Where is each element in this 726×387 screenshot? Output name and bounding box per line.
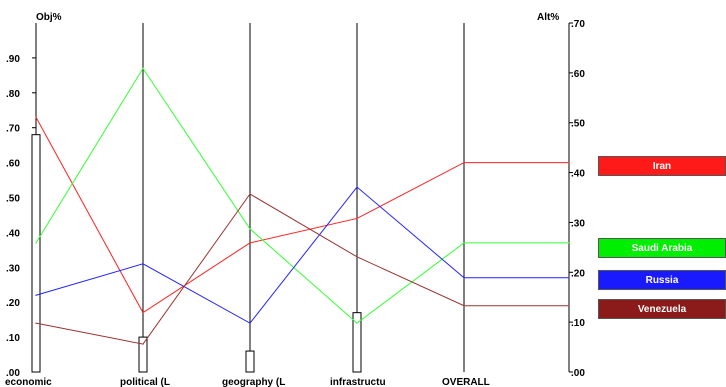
left-tick-label: .70 bbox=[6, 124, 20, 135]
legend-venezuela[interactable]: Venezuela bbox=[598, 299, 726, 319]
series-point bbox=[35, 116, 37, 118]
legend-russia[interactable]: Russia bbox=[598, 270, 726, 290]
left-tick-label: .40 bbox=[6, 228, 20, 239]
series-point bbox=[249, 193, 251, 195]
weight-bar-2 bbox=[138, 336, 148, 373]
right-tick-label: .70 bbox=[571, 19, 585, 30]
legend-iran[interactable]: Iran bbox=[598, 156, 726, 176]
category-label-4: infrastructu bbox=[330, 377, 386, 387]
right-tick-label: .30 bbox=[571, 218, 585, 229]
series-point bbox=[568, 305, 570, 307]
series-point bbox=[356, 256, 358, 258]
left-tick-label: .60 bbox=[6, 159, 20, 170]
left-tick-label: .20 bbox=[6, 298, 20, 309]
weight-bar-4 bbox=[352, 312, 362, 373]
series-line-iran bbox=[35, 116, 569, 314]
series-point bbox=[142, 67, 144, 69]
left-tick-label: .00 bbox=[6, 368, 20, 379]
weight-bar-1 bbox=[31, 134, 41, 373]
series-point bbox=[568, 242, 570, 244]
right-tick-label: .50 bbox=[571, 119, 585, 130]
right-tick-label: .20 bbox=[571, 268, 585, 279]
left-tick-label: .50 bbox=[6, 194, 20, 205]
left-tick-label: .80 bbox=[6, 89, 20, 100]
left-tick-label: .90 bbox=[6, 54, 20, 65]
left-tick-label: .10 bbox=[6, 333, 20, 344]
right-tick-label: .00 bbox=[571, 368, 585, 379]
series-line-venezuela bbox=[35, 193, 569, 345]
series-point bbox=[249, 322, 251, 324]
left-tick-label: .30 bbox=[6, 263, 20, 274]
series-point bbox=[35, 294, 37, 296]
right-axis-title: Alt% bbox=[537, 12, 559, 23]
series-point bbox=[35, 242, 37, 244]
category-label-2: political (L bbox=[120, 377, 170, 387]
category-label-3: geography (L bbox=[222, 377, 285, 387]
right-tick-label: .60 bbox=[571, 69, 585, 80]
series-point bbox=[463, 305, 465, 307]
series-point bbox=[249, 228, 251, 230]
legend-saudi-arabia[interactable]: Saudi Arabia bbox=[598, 238, 726, 258]
category-label-5: OVERALL bbox=[442, 377, 490, 387]
series-point bbox=[356, 322, 358, 324]
series-point bbox=[356, 186, 358, 188]
series-line-saudi-arabia bbox=[35, 67, 569, 324]
series-point bbox=[356, 217, 358, 220]
right-tick-label: .10 bbox=[571, 318, 585, 329]
series-point bbox=[568, 277, 570, 279]
series-line-russia bbox=[35, 186, 569, 324]
legend-iran-label: Iran bbox=[652, 160, 672, 172]
legend-russia-label: Russia bbox=[645, 274, 679, 286]
legend-venezuela-label: Venezuela bbox=[637, 303, 687, 315]
series-point bbox=[463, 277, 465, 279]
right-tick-label: .40 bbox=[571, 169, 585, 180]
legend-saudi-arabia-label: Saudi Arabia bbox=[631, 242, 693, 254]
series-point bbox=[142, 312, 144, 314]
series-point bbox=[35, 322, 37, 324]
series-point bbox=[142, 263, 144, 265]
category-label-1: economic bbox=[5, 377, 52, 387]
series-point bbox=[142, 343, 144, 345]
series-point bbox=[463, 242, 465, 244]
series-point bbox=[463, 162, 465, 164]
series-point bbox=[568, 162, 570, 164]
series-point bbox=[249, 242, 251, 244]
left-axis-title: Obj% bbox=[36, 12, 62, 23]
weight-bar-3 bbox=[245, 350, 255, 373]
